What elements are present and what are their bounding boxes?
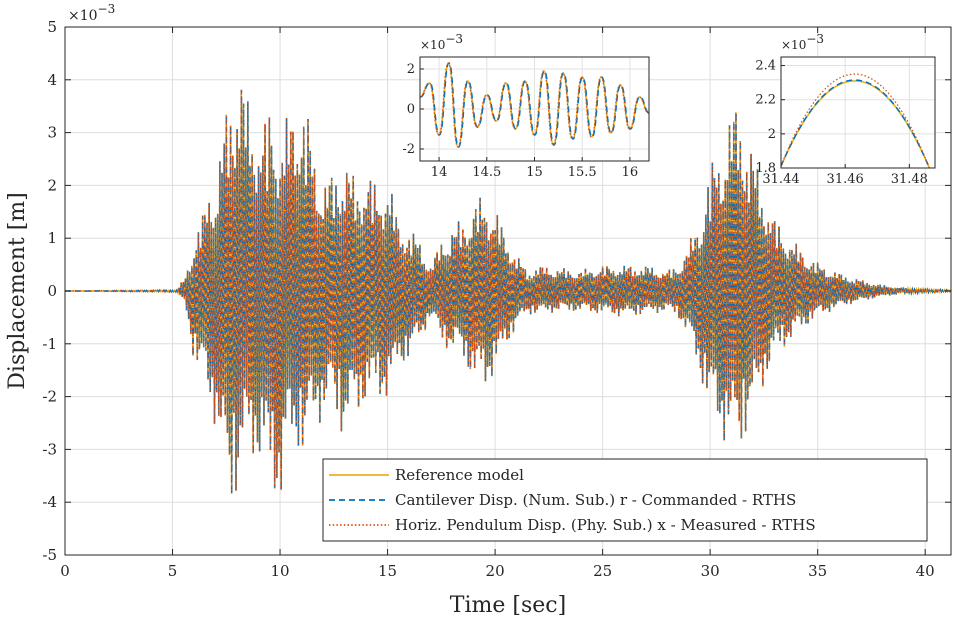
inset-2-x-tick-label: 31.44 xyxy=(762,172,799,187)
inset-2-y-tick-label: 1.8 xyxy=(755,161,776,176)
inset-2-x-tick-label: 31.48 xyxy=(891,172,928,187)
y-tick-label: -4 xyxy=(42,493,57,511)
y-tick-label: 0 xyxy=(47,282,57,300)
inset-2: 31.44 31.46 31.48 1.8 2 2.2 2.4 ×10−3 xyxy=(755,32,936,187)
legend-label-3: Horiz. Pendulum Disp. (Phy. Sub.) x - Me… xyxy=(395,516,816,534)
x-tick-label: 35 xyxy=(808,562,827,580)
x-tick-label: 20 xyxy=(486,562,505,580)
inset-1-x-tick-label: 15.5 xyxy=(568,165,597,180)
inset-2-scale-factor: ×10−3 xyxy=(781,32,824,52)
x-tick-label: 25 xyxy=(593,562,612,580)
y-tick-label: -2 xyxy=(42,388,57,406)
y-tick-label: 5 xyxy=(47,18,57,36)
inset-1-y-tick-label: -2 xyxy=(402,142,415,157)
inset-1-x-tick-label: 16 xyxy=(622,165,639,180)
x-axis-label: Time [sec] xyxy=(450,593,566,618)
series-line-3 xyxy=(64,89,952,494)
legend-label-1: Reference model xyxy=(395,466,524,484)
inset-2-y-tick-label: 2.2 xyxy=(755,93,776,108)
inset-1-scale-factor: ×10−3 xyxy=(420,32,463,52)
y-tick-label: 1 xyxy=(47,229,57,247)
inset-1-x-tick-label: 14.5 xyxy=(472,165,501,180)
inset-1-y-tick-label: 0 xyxy=(407,102,415,117)
legend-label-2: Cantilever Disp. (Num. Sub.) r - Command… xyxy=(395,491,796,509)
inset-2-x-tick-label: 31.46 xyxy=(827,172,864,187)
inset-2-series-line-2 xyxy=(781,79,931,168)
x-tick-label: 40 xyxy=(916,562,935,580)
inset-1-x-tick-label: 15 xyxy=(526,165,543,180)
inset-1-series-line-3 xyxy=(420,62,649,148)
y-tick-label: -5 xyxy=(42,546,57,564)
inset-1: 14 14.5 15 15.5 16 -2 0 2 ×10−3 xyxy=(402,32,650,180)
legend: Reference model Cantilever Disp. (Num. Su… xyxy=(322,458,928,542)
main-series xyxy=(64,89,952,494)
y-scale-factor: ×10−3 xyxy=(68,2,115,24)
y-axis-label: Displacement [m] xyxy=(5,192,30,389)
inset-1-y-tick-label: 2 xyxy=(407,62,415,77)
y-tick-label: -1 xyxy=(42,335,57,353)
y-tick-label: 3 xyxy=(47,124,57,142)
x-tick-label: 30 xyxy=(701,562,720,580)
y-tick-label: 4 xyxy=(47,71,57,89)
y-tick-label: -3 xyxy=(42,440,57,458)
inset-1-series-line-2 xyxy=(420,62,649,148)
inset-1-x-tick-label: 14 xyxy=(431,165,448,180)
y-tick-label: 2 xyxy=(47,176,57,194)
x-tick-label: 15 xyxy=(378,562,397,580)
inset-2-y-tick-label: 2.4 xyxy=(755,59,776,74)
inset-2-y-tick-label: 2 xyxy=(768,127,776,142)
x-tick-label: 5 xyxy=(168,562,178,580)
x-tick-label: 0 xyxy=(60,562,70,580)
inset-2-series-line-3 xyxy=(781,73,931,168)
x-tick-label: 10 xyxy=(271,562,290,580)
